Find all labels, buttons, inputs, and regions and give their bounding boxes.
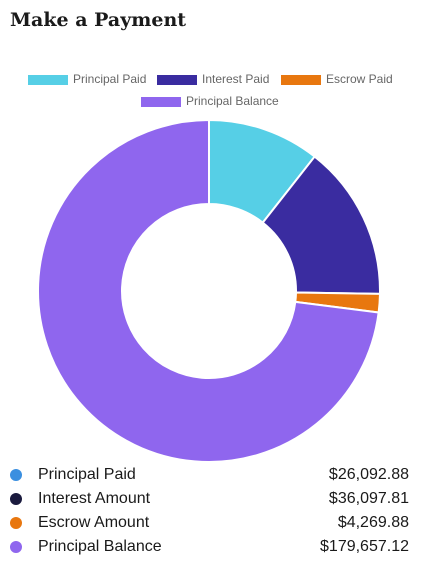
row-label: Escrow Amount [38, 514, 150, 531]
legend-swatch [157, 75, 197, 85]
row-dot [10, 541, 22, 553]
row-label: Principal Balance [38, 538, 162, 555]
legend-swatch [141, 97, 181, 107]
legend-label: Principal Balance [186, 94, 279, 108]
row-dot [10, 469, 22, 481]
page-title: Make a Payment [10, 9, 186, 31]
row-dot [10, 493, 22, 505]
legend-label: Interest Paid [202, 72, 269, 86]
legend-swatch [28, 75, 68, 85]
legend-label: Principal Paid [73, 72, 146, 86]
donut-slice [37, 118, 380, 463]
row-amount: $179,657.12 [320, 538, 409, 555]
row-amount: $4,269.88 [338, 514, 409, 531]
row-label: Principal Paid [38, 466, 136, 483]
row-label: Interest Amount [38, 490, 151, 507]
row-amount: $26,092.88 [329, 466, 409, 483]
row-dot [10, 517, 22, 529]
row-amount: $36,097.81 [329, 490, 409, 507]
legend-label: Escrow Paid [326, 72, 393, 86]
legend-swatch [281, 75, 321, 85]
